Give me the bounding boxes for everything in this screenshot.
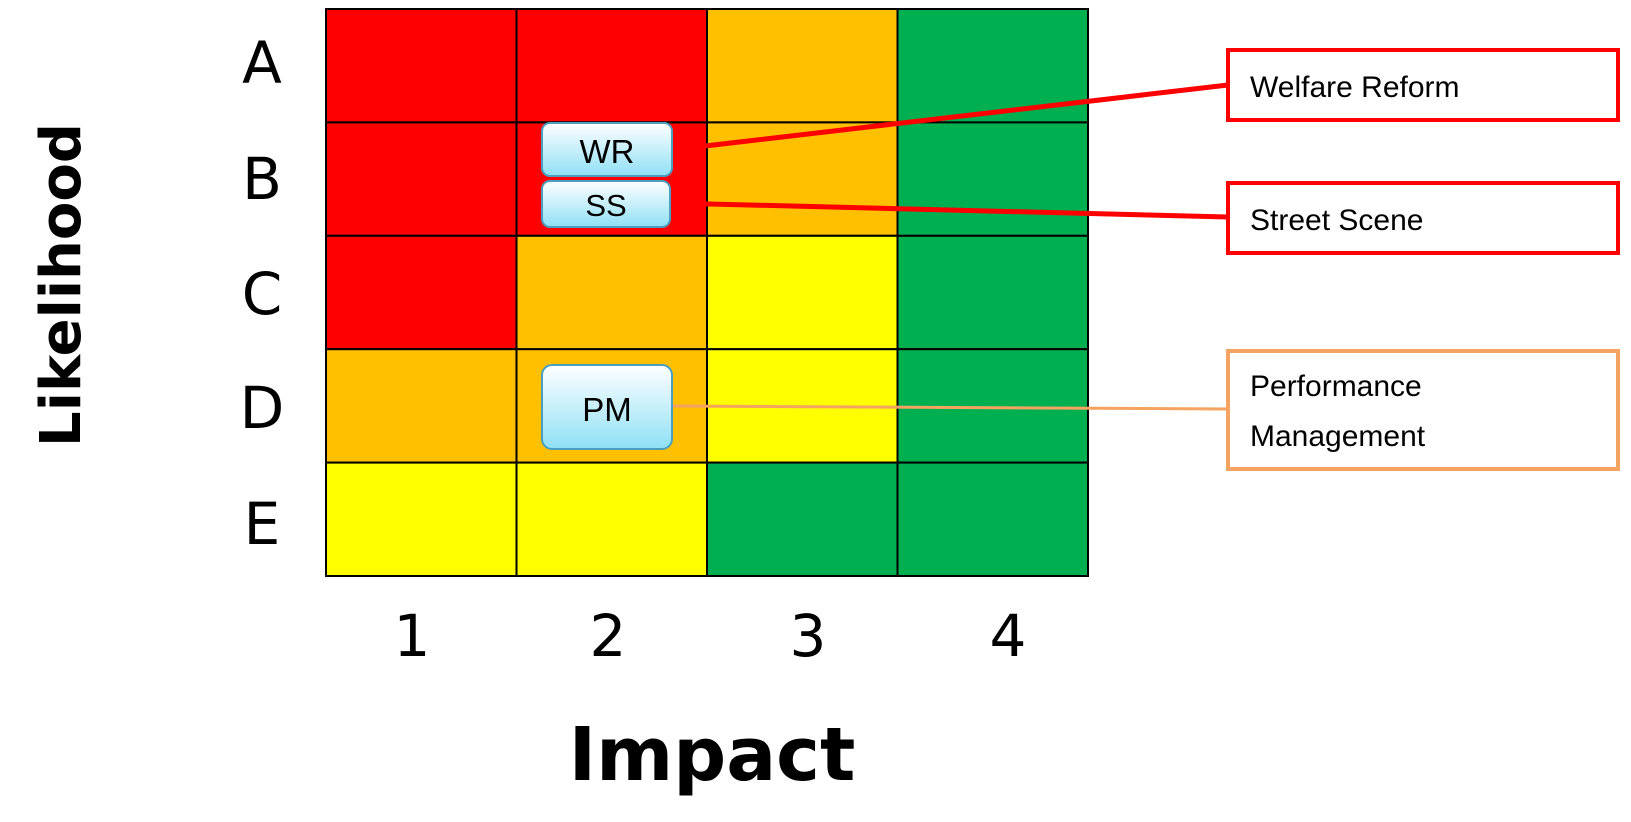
callout-street-scene: Street Scene	[1226, 181, 1620, 255]
likelihood-labels: A B C D E	[240, 29, 285, 558]
matrix-cell-a3	[706, 8, 899, 124]
matrix-cell-b4	[896, 121, 1089, 237]
impact-labels: 1 2 3 4	[394, 602, 1027, 670]
col-label-1: 1	[394, 602, 431, 670]
col-label-4: 4	[990, 602, 1027, 670]
matrix-cell-a1	[325, 8, 518, 124]
matrix-cell-e3	[706, 461, 899, 578]
callout-label: Welfare Reform	[1250, 71, 1460, 104]
col-label-2: 2	[590, 602, 627, 670]
callout-label: Street Scene	[1250, 204, 1423, 237]
callout-performance-management: Performance Management	[1226, 349, 1620, 471]
row-label-c: C	[242, 260, 283, 328]
matrix-cell-c4	[896, 234, 1089, 351]
risk-tag-ss[interactable]: SS	[541, 180, 671, 228]
row-label-d: D	[240, 374, 285, 442]
matrix-cell-c1	[325, 234, 518, 351]
x-axis-title: Impact	[569, 712, 856, 798]
connector-line-wr	[704, 82, 1229, 149]
row-label-b: B	[242, 145, 282, 213]
risk-tag-pm[interactable]: PM	[541, 364, 673, 450]
matrix-cell-c3	[706, 234, 899, 351]
matrix-cell-e2	[515, 461, 708, 578]
matrix-cell-b1	[325, 121, 518, 237]
matrix-cell-e4	[896, 461, 1089, 578]
risk-tag-label: PM	[582, 391, 632, 428]
matrix-cell-e1	[325, 461, 518, 578]
matrix-cell-c2	[515, 234, 708, 351]
y-axis-title: Likelihood	[29, 123, 94, 447]
row-label-a: A	[242, 29, 282, 97]
matrix-cells	[325, 8, 1089, 578]
row-label-e: E	[244, 490, 281, 558]
connector-line-ss	[669, 200, 1229, 220]
connector-line-pm	[671, 404, 1229, 411]
risk-tag-wr[interactable]: WR	[541, 122, 673, 177]
matrix-cell-d1	[325, 348, 518, 464]
col-label-3: 3	[790, 602, 827, 670]
callout-label-line-1: Performance	[1250, 370, 1422, 403]
callout-welfare-reform: Welfare Reform	[1226, 48, 1620, 122]
matrix-cell-b3	[706, 121, 899, 237]
risk-tag-label: WR	[580, 133, 635, 170]
risk-tag-label: SS	[585, 188, 626, 223]
callout-label-line-2: Management	[1250, 420, 1426, 453]
matrix-cell-a2	[515, 8, 708, 124]
